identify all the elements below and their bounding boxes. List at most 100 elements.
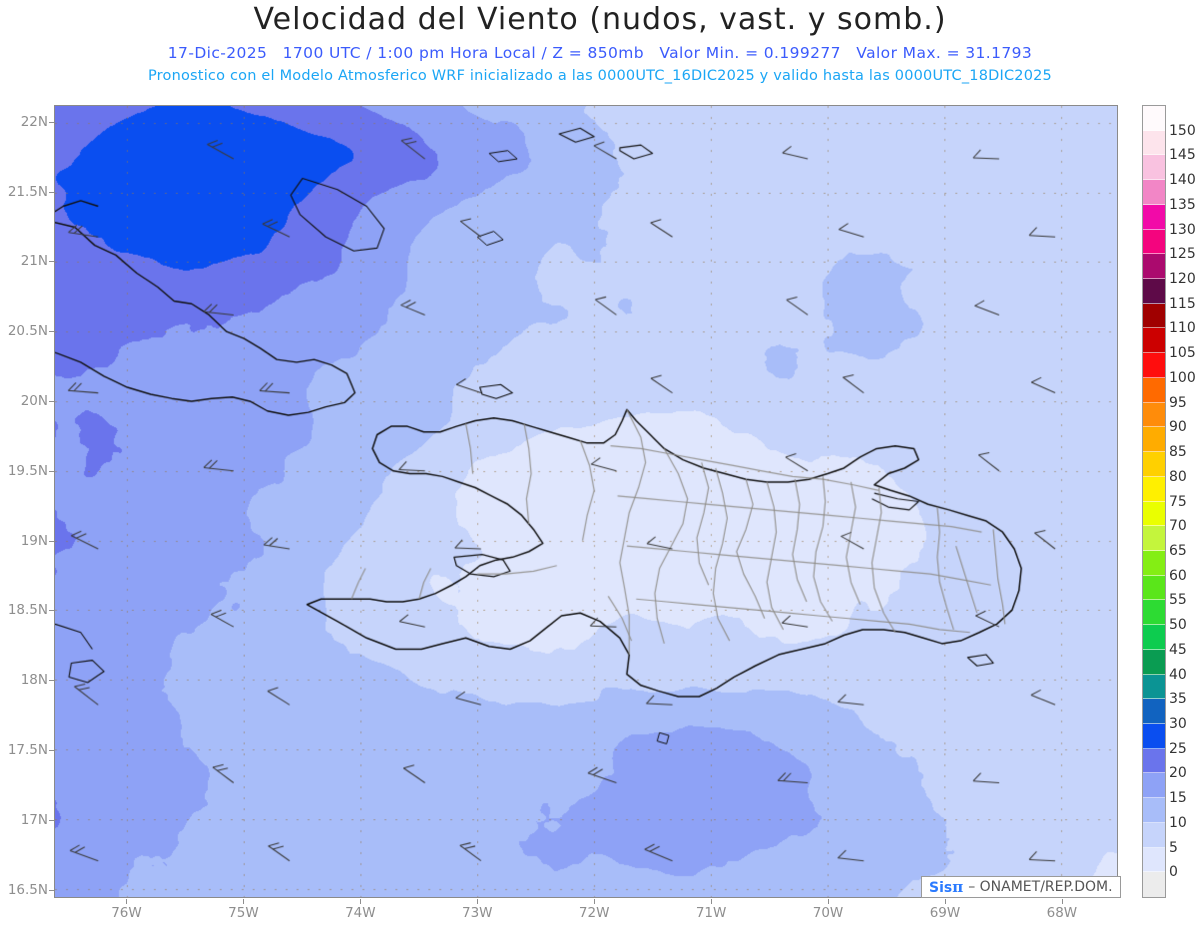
latitude-tick xyxy=(49,680,54,682)
colorbar-cell xyxy=(1143,526,1165,551)
latitude-tick xyxy=(49,889,54,891)
colorbar-cell xyxy=(1143,847,1165,873)
longitude-tick-label: 69W xyxy=(929,905,961,921)
weather-map-canvas[interactable] xyxy=(55,106,1117,897)
colorbar-tick-label: 20 xyxy=(1169,765,1187,782)
colorbar-cell xyxy=(1143,600,1165,626)
longitude-tick xyxy=(594,899,596,904)
colorbar-tick-label: 145 xyxy=(1169,147,1196,164)
colorbar-cell xyxy=(1143,476,1165,502)
colorbar-cell xyxy=(1143,822,1165,848)
latitude-tick-label: 20.5N xyxy=(7,323,48,340)
colorbar-cell xyxy=(1143,377,1165,403)
colorbar-tick-label: 55 xyxy=(1169,592,1187,609)
colorbar-cell xyxy=(1143,106,1165,131)
longitude-tick xyxy=(828,899,830,904)
brand-logo: Sisπ xyxy=(929,878,963,896)
longitude-tick-label: 75W xyxy=(228,905,259,921)
latitude-tick xyxy=(49,261,54,263)
subtitle-date: 17-Dic-2025 xyxy=(167,44,268,62)
colorbar-tick-label: 35 xyxy=(1169,691,1187,708)
subtitle-min-value: Valor Min. = 0.199277 xyxy=(659,44,841,62)
colorbar-tick-label: 115 xyxy=(1169,295,1196,312)
colorbar-tick-label: 75 xyxy=(1169,493,1187,510)
longitude-tick xyxy=(243,899,245,904)
brand-prefix: Sis xyxy=(929,880,953,896)
colorbar-cell xyxy=(1143,550,1165,576)
latitude-axis: 22N 21.5N 21N 20.5N 20N 19.5N 19N 18.5N 18N 17.5N… xyxy=(0,105,54,898)
colorbar-cell xyxy=(1143,723,1165,749)
colorbar-tick-label: 90 xyxy=(1169,419,1187,436)
colorbar-tick-label: 125 xyxy=(1169,246,1196,263)
latitude-tick-label: 17.5N xyxy=(7,742,48,758)
latitude-tick-label: 21.5N xyxy=(7,183,48,200)
latitude-tick-label: 17N xyxy=(20,811,48,828)
map-plot-area[interactable] xyxy=(54,105,1118,898)
colorbar-tick-label: 5 xyxy=(1169,839,1178,856)
colorbar-labels: 150 145 140 135 130 125 120 115 110 105 100 95 90 85 8… xyxy=(1169,105,1200,898)
colorbar-cell xyxy=(1143,501,1165,527)
colorbar-tick-label: 15 xyxy=(1169,790,1187,807)
latitude-tick-label: 21N xyxy=(20,253,48,270)
colorbar-tick-label: 120 xyxy=(1169,271,1196,288)
longitude-tick-label: 68W xyxy=(1046,905,1078,921)
latitude-tick-label: 18.5N xyxy=(7,602,48,619)
colorbar-cell xyxy=(1143,402,1165,428)
colorbar-tick-label: 85 xyxy=(1169,444,1187,461)
latitude-tick-label: 20N xyxy=(20,392,48,409)
colorbar-tick-label: 95 xyxy=(1169,394,1187,411)
colorbar-tick-label: 110 xyxy=(1169,320,1196,337)
latitude-tick xyxy=(49,750,54,751)
latitude-tick-label: 16.5N xyxy=(7,881,48,898)
colorbar-tick-label: 60 xyxy=(1169,567,1187,584)
credit-organization: – ONAMET/REP.DOM. xyxy=(968,879,1112,895)
colorbar-cell xyxy=(1143,798,1165,823)
longitude-tick xyxy=(477,899,479,904)
colorbar-tick-label: 30 xyxy=(1169,715,1187,732)
colorbar-cell xyxy=(1143,699,1165,724)
credit-separator: – xyxy=(968,879,976,895)
colorbar-tick-label: 65 xyxy=(1169,542,1187,559)
longitude-tick-label: 73W xyxy=(461,905,493,921)
latitude-tick xyxy=(49,331,54,333)
colorbar-tick-label: 80 xyxy=(1169,468,1187,485)
latitude-tick-label: 19.5N xyxy=(7,462,48,479)
colorbar-cell xyxy=(1143,649,1165,675)
colorbar-cell xyxy=(1143,452,1165,477)
colorbar-tick-label: 140 xyxy=(1169,172,1196,189)
page-title: Velocidad del Viento (nudos, vast. y som… xyxy=(253,2,947,37)
latitude-tick xyxy=(49,470,54,472)
colorbar-tick-label: 105 xyxy=(1169,345,1196,362)
colorbar-cell xyxy=(1143,872,1165,897)
longitude-tick xyxy=(711,899,713,904)
longitude-tick-label: 76W xyxy=(111,905,142,921)
latitude-tick xyxy=(49,191,54,193)
credit-org-name: ONAMET/REP.DOM. xyxy=(979,879,1113,895)
longitude-tick xyxy=(1061,899,1063,904)
longitude-tick-label: 70W xyxy=(812,905,844,921)
colorbar-tick-label: 10 xyxy=(1169,814,1187,831)
colorbar-tick-label: 40 xyxy=(1169,666,1187,683)
colorbar-cell xyxy=(1143,130,1165,156)
colorbar-cell xyxy=(1143,773,1165,799)
colorbar-tick-label: 70 xyxy=(1169,518,1187,535)
colorbar-cell xyxy=(1143,303,1165,329)
longitude-axis: 76W 75W 74W 73W 72W 71W 70W 69W 68W xyxy=(54,899,1118,927)
colorbar-cell xyxy=(1143,254,1165,280)
latitude-tick xyxy=(49,400,54,402)
pi-icon: π xyxy=(952,878,964,896)
colorbar-cell xyxy=(1143,353,1165,378)
latitude-tick xyxy=(49,610,54,612)
colorbar-tick-label: 50 xyxy=(1169,617,1187,634)
subtitle-line-2: Pronostico con el Modelo Atmosferico WRF… xyxy=(147,68,1052,84)
latitude-tick-label: 18N xyxy=(20,672,48,689)
colorbar-cell xyxy=(1143,204,1165,230)
credit-badge: Sisπ – ONAMET/REP.DOM. xyxy=(921,876,1121,898)
subtitle-line-1: 17-Dic-2025 1700 UTC / 1:00 pm Hora Loca… xyxy=(0,44,1200,62)
colorbar-cell xyxy=(1143,328,1165,354)
colorbar-tick-label: 45 xyxy=(1169,641,1187,658)
colorbar-cell xyxy=(1143,748,1165,774)
latitude-tick xyxy=(49,819,54,821)
colorbar xyxy=(1142,105,1166,898)
colorbar-cell xyxy=(1143,625,1165,650)
